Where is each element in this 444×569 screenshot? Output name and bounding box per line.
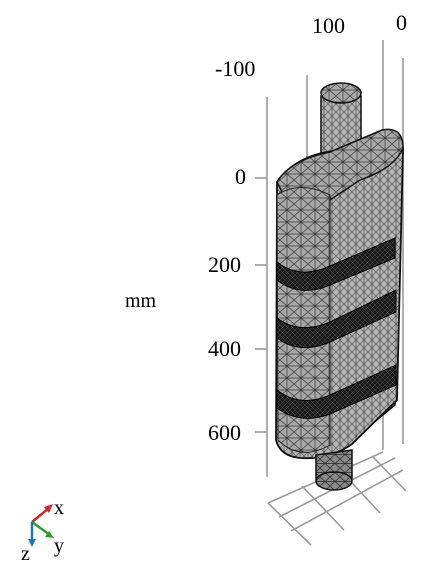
vertical-tick-label: 0 [235,164,246,189]
meshed-muffler-model[interactable] [276,83,403,490]
triad-y-label: y [54,535,64,557]
top-tick-label: -100 [215,56,255,81]
triad-x-label: x [54,497,64,519]
top-tick-labels: 100 0 -100 [215,10,407,81]
triad-z-label: z [21,543,30,565]
vertical-tick-labels: 0 200 400 600 [208,164,246,445]
top-tick-label: 100 [312,13,345,38]
triad-y-axis [32,522,50,535]
unit-label: mm [125,290,157,312]
vertical-tick-label: 400 [208,336,241,361]
top-tick-label: 0 [396,10,407,35]
vertical-tick-label: 200 [208,252,241,277]
outlet-pipe [316,450,352,490]
triad-x-axis [32,508,49,522]
vertical-tick-label: 600 [208,420,241,445]
axis-triad: x y z [21,497,64,565]
